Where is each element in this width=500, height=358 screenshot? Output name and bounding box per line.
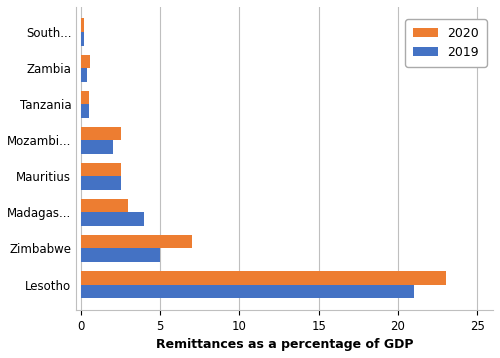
Bar: [81, 127, 120, 140]
Bar: [81, 212, 144, 226]
Bar: [81, 271, 446, 285]
Bar: [81, 163, 120, 176]
Bar: [81, 91, 89, 104]
Bar: [81, 68, 87, 82]
Bar: [81, 19, 84, 32]
Bar: [81, 54, 90, 68]
Bar: [81, 248, 160, 262]
Bar: [81, 199, 128, 212]
Bar: [81, 235, 192, 248]
Bar: [81, 140, 112, 154]
Bar: [81, 285, 414, 298]
Bar: [81, 32, 84, 46]
X-axis label: Remittances as a percentage of GDP: Remittances as a percentage of GDP: [156, 338, 413, 351]
Legend: 2020, 2019: 2020, 2019: [405, 19, 487, 67]
Bar: [81, 176, 120, 190]
Bar: [81, 104, 89, 118]
